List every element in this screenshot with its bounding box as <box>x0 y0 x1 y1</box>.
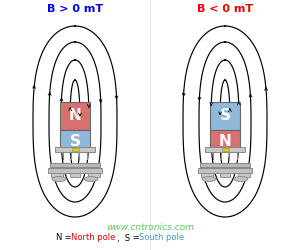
Bar <box>55 147 95 152</box>
Text: N: N <box>55 234 62 242</box>
Text: =: = <box>62 234 74 242</box>
Bar <box>220 173 230 177</box>
Bar <box>50 163 100 167</box>
Text: North pole: North pole <box>71 234 116 242</box>
Bar <box>70 173 80 177</box>
Ellipse shape <box>202 176 216 182</box>
Text: B < 0 mT: B < 0 mT <box>197 4 253 14</box>
Bar <box>238 173 250 177</box>
Text: S: S <box>220 108 230 124</box>
Bar <box>60 130 90 152</box>
Bar <box>221 148 229 151</box>
Bar <box>210 102 240 130</box>
Bar <box>48 168 102 173</box>
Bar <box>201 173 213 177</box>
Bar <box>51 173 63 177</box>
Bar <box>88 173 100 177</box>
Ellipse shape <box>52 176 66 182</box>
Text: B > 0 mT: B > 0 mT <box>47 4 103 14</box>
Text: www.cntronics.com: www.cntronics.com <box>106 222 194 232</box>
Text: South pole: South pole <box>139 234 184 242</box>
Ellipse shape <box>84 176 98 182</box>
Text: =: = <box>130 234 142 242</box>
Text: ,  S: , S <box>117 234 130 242</box>
Ellipse shape <box>234 176 248 182</box>
Bar <box>198 168 252 173</box>
Bar <box>60 102 90 130</box>
Bar <box>210 130 240 152</box>
Text: N: N <box>69 108 81 124</box>
Bar <box>205 147 245 152</box>
Bar <box>200 163 250 167</box>
Bar <box>71 148 79 151</box>
Text: N: N <box>219 134 231 148</box>
Text: S: S <box>70 134 80 148</box>
